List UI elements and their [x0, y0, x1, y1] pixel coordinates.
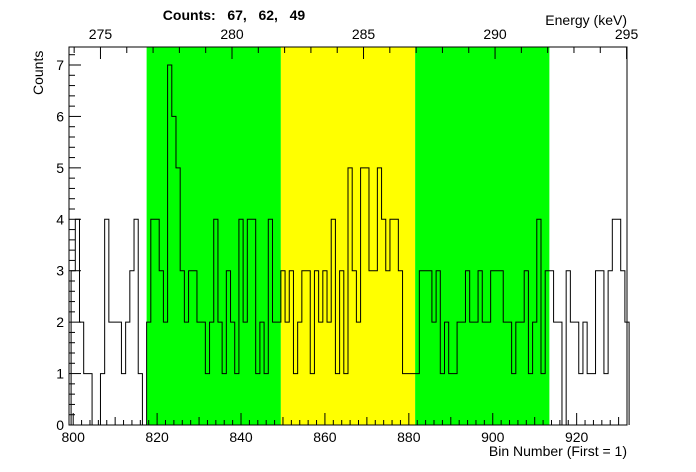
- chart-title: Counts: 67, 62, 49: [163, 7, 306, 23]
- energy-axis-label: Energy (keV): [545, 12, 627, 28]
- x-axis-label: Bin Number (First = 1): [489, 443, 627, 459]
- y-axis-label: Counts: [30, 51, 46, 95]
- y-tick-label: 6: [56, 108, 64, 124]
- y-tick-label: 2: [56, 314, 64, 330]
- x-tick-label: 880: [397, 429, 421, 445]
- energy-tick-label: 285: [352, 26, 376, 42]
- y-tick-label: 3: [56, 263, 64, 279]
- y-tick-label: 4: [56, 211, 64, 227]
- x-tick-label: 800: [62, 429, 86, 445]
- y-tick-label: 1: [56, 366, 64, 382]
- y-tick-label: 5: [56, 160, 64, 176]
- energy-tick-label: 290: [483, 26, 507, 42]
- y-tick-label: 7: [56, 57, 64, 73]
- histogram-series: [70, 64, 630, 426]
- energy-tick-label: 295: [615, 26, 639, 42]
- x-tick-label: 900: [481, 429, 505, 445]
- y-tick-label: 0: [56, 417, 64, 433]
- plot-frame: [68, 46, 628, 426]
- x-tick-label: 920: [565, 429, 589, 445]
- axes: 800 820 840 860 880 900 920 0 1 2 3 4 5 6 7 275 280 285 29…: [56, 26, 639, 445]
- energy-tick-label: 275: [89, 26, 113, 42]
- x-tick-label: 860: [313, 429, 337, 445]
- region-right-sideband: [415, 47, 550, 425]
- x-tick-label: 840: [229, 429, 253, 445]
- x-tick-label: 820: [145, 429, 169, 445]
- energy-tick-label: 280: [220, 26, 244, 42]
